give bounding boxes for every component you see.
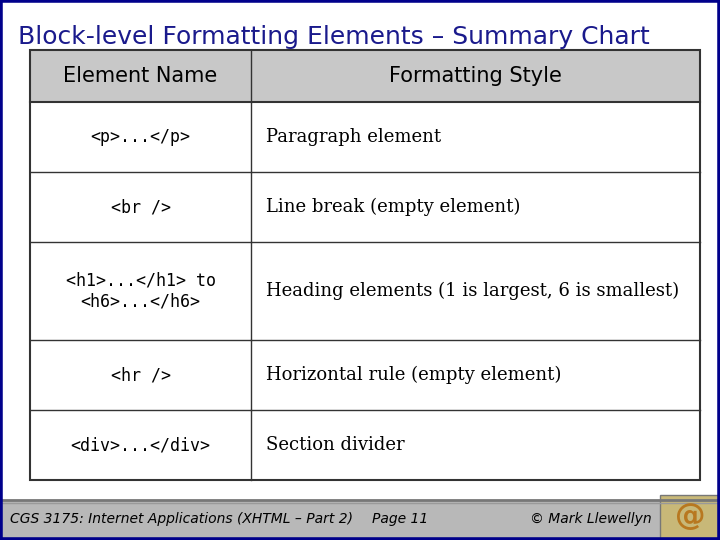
Text: Formatting Style: Formatting Style xyxy=(389,66,562,86)
Bar xyxy=(30,50,700,480)
Text: @: @ xyxy=(675,503,706,531)
Text: <h1>...</h1> to
<h6>...</h6>: <h1>...</h1> to <h6>...</h6> xyxy=(66,272,215,310)
Text: Section divider: Section divider xyxy=(266,436,405,454)
Text: <br />: <br /> xyxy=(111,198,171,216)
Text: Line break (empty element): Line break (empty element) xyxy=(266,198,521,216)
Text: Page 11: Page 11 xyxy=(372,512,428,526)
Bar xyxy=(660,495,720,540)
Bar xyxy=(30,242,700,340)
Text: © Mark Llewellyn: © Mark Llewellyn xyxy=(530,512,652,526)
Text: Horizontal rule (empty element): Horizontal rule (empty element) xyxy=(266,366,562,384)
Text: Paragraph element: Paragraph element xyxy=(266,128,441,146)
Text: Heading elements (1 is largest, 6 is smallest): Heading elements (1 is largest, 6 is sma… xyxy=(266,282,679,300)
Bar xyxy=(30,410,700,480)
Bar xyxy=(0,500,720,538)
Bar xyxy=(30,172,700,242)
Text: CGS 3175: Internet Applications (XHTML – Part 2): CGS 3175: Internet Applications (XHTML –… xyxy=(10,512,353,526)
Bar xyxy=(30,102,700,172)
Text: Block-level Formatting Elements – Summary Chart: Block-level Formatting Elements – Summar… xyxy=(18,25,649,49)
Bar xyxy=(30,340,700,410)
Text: <div>...</div>: <div>...</div> xyxy=(71,436,210,454)
Bar xyxy=(30,50,700,102)
Text: <hr />: <hr /> xyxy=(111,366,171,384)
Text: Element Name: Element Name xyxy=(63,66,217,86)
Text: <p>...</p>: <p>...</p> xyxy=(91,128,191,146)
